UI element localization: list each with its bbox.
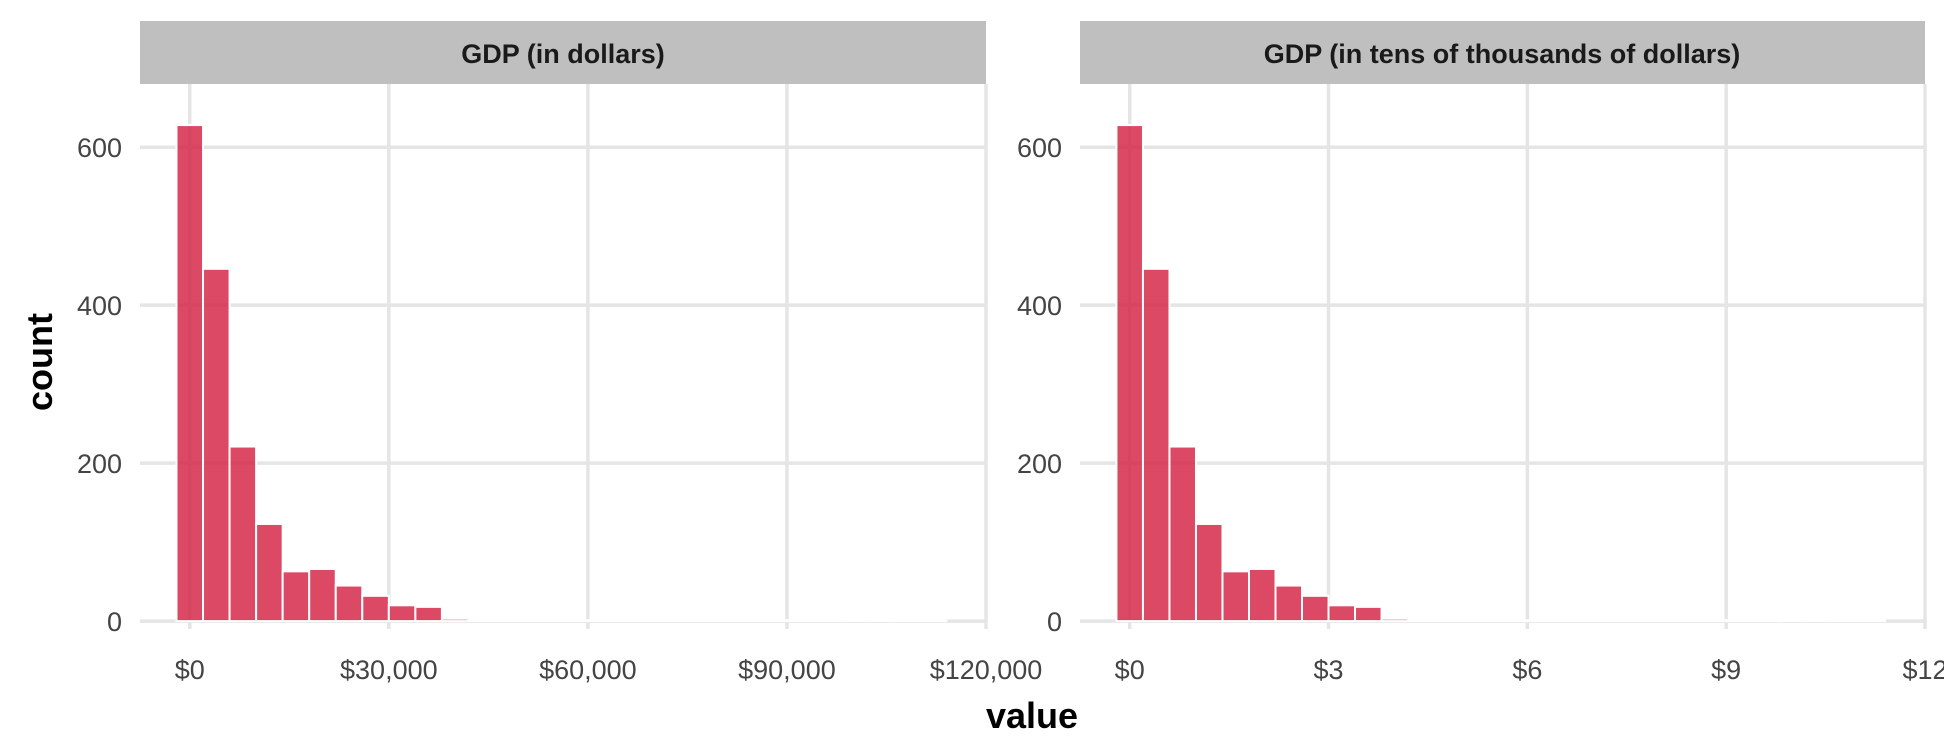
histogram-bar bbox=[175, 124, 205, 623]
x-tick-label: $90,000 bbox=[738, 655, 836, 685]
histogram-bar bbox=[520, 619, 550, 623]
x-tick-label: $30,000 bbox=[340, 655, 438, 685]
histogram-bar bbox=[387, 604, 417, 623]
histogram-bar bbox=[839, 618, 868, 623]
histogram-bar bbox=[255, 522, 284, 623]
histogram-bar bbox=[467, 619, 496, 623]
histogram-bar bbox=[334, 584, 364, 623]
histogram-bar bbox=[1221, 570, 1251, 623]
x-tick-label: $6 bbox=[1512, 655, 1542, 685]
histogram-bar bbox=[1248, 567, 1277, 623]
histogram-bar bbox=[892, 619, 921, 623]
y-tick-label: 600 bbox=[1017, 133, 1062, 163]
histogram-bar bbox=[1539, 619, 1569, 623]
facet-strip-background bbox=[1080, 21, 1925, 84]
histogram-bar bbox=[1831, 619, 1860, 623]
histogram-bar bbox=[759, 619, 788, 623]
histogram-bar bbox=[812, 619, 842, 623]
histogram-bar bbox=[1857, 619, 1887, 623]
histogram-bar bbox=[1513, 619, 1542, 623]
histogram-bar bbox=[414, 605, 443, 623]
histogram-bar bbox=[865, 618, 895, 623]
y-axis-ticks: 0 200 400 600 bbox=[77, 133, 122, 637]
histogram-bar bbox=[493, 619, 523, 623]
histogram-bar bbox=[918, 619, 948, 623]
histogram-bar bbox=[626, 619, 656, 623]
y-tick-label: 0 bbox=[1047, 607, 1062, 637]
histogram-bar bbox=[1274, 584, 1304, 623]
facet-strip-title: GDP (in dollars) bbox=[461, 39, 665, 69]
y-axis-ticks: 0 200 400 600 bbox=[1017, 133, 1062, 637]
histogram-bar bbox=[1194, 522, 1224, 623]
y-tick-label: 0 bbox=[107, 607, 122, 637]
histogram-bar bbox=[1698, 619, 1728, 623]
histogram-bar bbox=[308, 567, 337, 623]
x-axis-title: value bbox=[986, 695, 1078, 736]
histogram-bar bbox=[1486, 619, 1516, 623]
histogram-bar bbox=[785, 619, 815, 623]
histogram-bar bbox=[1672, 619, 1701, 623]
histogram-bar bbox=[1592, 619, 1622, 623]
histogram-bar bbox=[281, 570, 311, 623]
facet-strip-background bbox=[140, 21, 986, 84]
x-tick-label: $12 bbox=[1902, 655, 1944, 685]
y-tick-label: 200 bbox=[77, 449, 122, 479]
histogram-bar bbox=[1778, 618, 1807, 623]
histogram-bar bbox=[202, 267, 231, 623]
histogram-bar bbox=[1645, 619, 1675, 623]
histogram-bar bbox=[573, 619, 603, 623]
histogram-bars bbox=[175, 124, 948, 623]
histogram-bar bbox=[228, 445, 258, 623]
histogram-bar bbox=[1380, 617, 1410, 623]
histogram-bar bbox=[679, 619, 709, 623]
histogram-bar bbox=[1115, 124, 1144, 623]
x-tick-label: $3 bbox=[1314, 655, 1344, 685]
histogram-bar bbox=[440, 617, 470, 623]
y-tick-label: 400 bbox=[1017, 291, 1062, 321]
histogram-bar bbox=[653, 619, 682, 623]
x-tick-label: $9 bbox=[1711, 655, 1741, 685]
y-tick-label: 600 bbox=[77, 133, 122, 163]
histogram-bar bbox=[1433, 619, 1463, 623]
x-tick-label: $120,000 bbox=[930, 655, 1043, 685]
x-axis-ticks: $0 $30,000 $60,000 $90,000 $120,000 bbox=[175, 655, 1043, 685]
histogram-bar bbox=[1804, 618, 1834, 623]
histogram-bar bbox=[1566, 619, 1595, 623]
x-tick-label: $0 bbox=[175, 655, 205, 685]
histogram-bar bbox=[600, 619, 629, 623]
facet-panel-gdp-dollars: GDP (in dollars) 0 200 400 600 $0 $30,000 $60… bbox=[77, 21, 1042, 685]
histogram-bar bbox=[547, 619, 576, 623]
histogram-bar bbox=[1725, 619, 1754, 623]
y-axis-title: count bbox=[19, 313, 60, 411]
histogram-bar bbox=[1354, 605, 1383, 623]
histogram-bar bbox=[1407, 619, 1436, 623]
histogram-bar bbox=[1327, 604, 1357, 623]
facet-strip-title: GDP (in tens of thousands of dollars) bbox=[1264, 39, 1741, 69]
x-tick-label: $60,000 bbox=[539, 655, 637, 685]
histogram-bar bbox=[1168, 445, 1197, 623]
histogram-bar bbox=[361, 594, 390, 623]
facet-panel-gdp-tens-of-thousands: GDP (in tens of thousands of dollars) 0 2… bbox=[1017, 21, 1944, 685]
histogram-bar bbox=[1751, 619, 1781, 623]
histogram-bar bbox=[1619, 619, 1648, 623]
x-axis-ticks: $0 $3 $6 $9 $12 bbox=[1115, 655, 1944, 685]
histogram-bar bbox=[1301, 594, 1330, 623]
x-tick-label: $0 bbox=[1115, 655, 1145, 685]
y-tick-label: 400 bbox=[77, 291, 122, 321]
histogram-bar bbox=[732, 619, 762, 623]
histogram-bar bbox=[706, 619, 735, 623]
histogram-bar bbox=[1141, 267, 1171, 623]
y-tick-label: 200 bbox=[1017, 449, 1062, 479]
histogram-bars bbox=[1115, 124, 1887, 623]
histogram-bar bbox=[1460, 619, 1489, 623]
